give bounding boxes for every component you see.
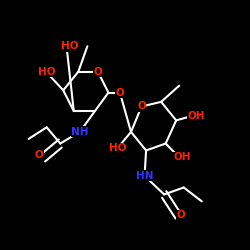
Text: OH: OH [187, 111, 204, 121]
Text: NH: NH [71, 127, 88, 137]
Text: OH: OH [174, 152, 191, 162]
Text: O: O [137, 102, 146, 112]
Text: HO: HO [38, 67, 56, 77]
Text: HO: HO [109, 143, 126, 153]
Text: O: O [94, 67, 102, 77]
Text: HO: HO [60, 41, 78, 51]
Text: O: O [176, 210, 185, 220]
Text: HN: HN [136, 171, 153, 181]
Text: O: O [116, 88, 124, 98]
Text: O: O [35, 150, 43, 160]
